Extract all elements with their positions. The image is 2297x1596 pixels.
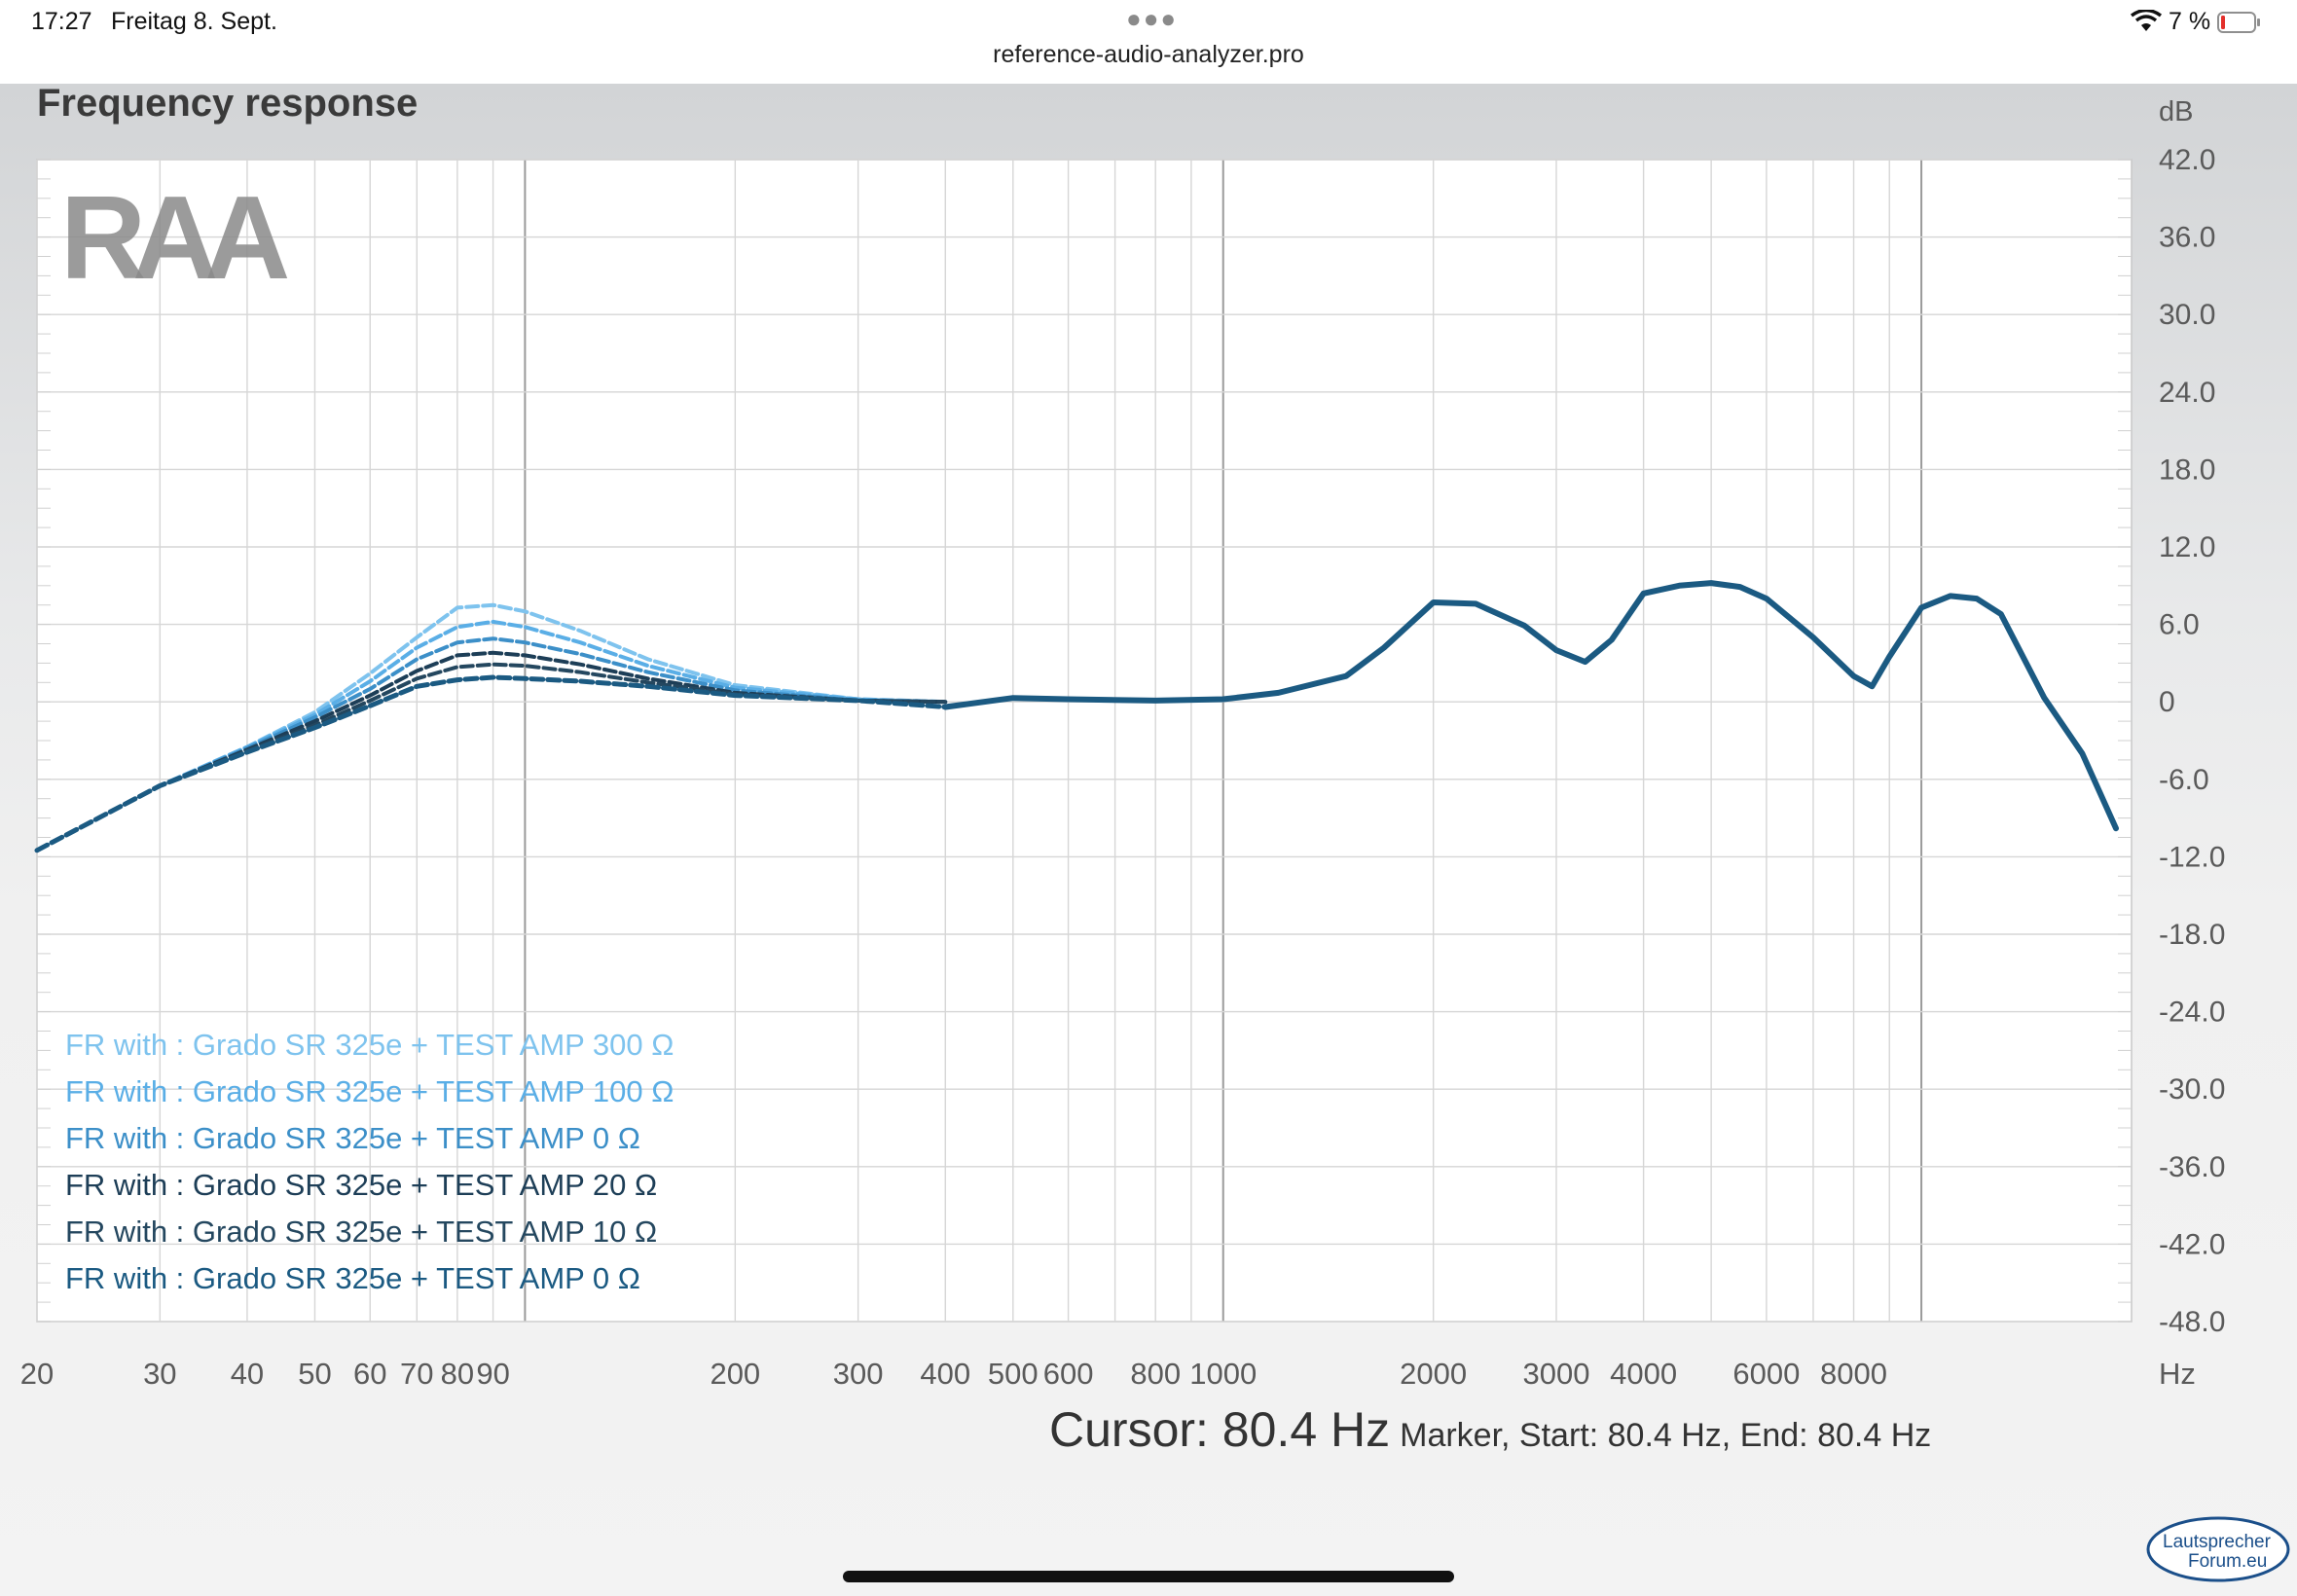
x-tick-label: 80	[441, 1357, 474, 1391]
x-tick-label: 8000	[1820, 1357, 1887, 1391]
y-tick-label: 30.0	[2159, 299, 2215, 331]
y-tick-label: -42.0	[2159, 1228, 2225, 1260]
legend-entry: FR with : Grado SR 325e + TEST AMP 20 Ω	[65, 1168, 657, 1202]
y-tick-label: -18.0	[2159, 919, 2225, 951]
cursor-readout: Cursor: 80.4 Hz Marker, Start: 80.4 Hz, E…	[1049, 1401, 1931, 1458]
ram-logo-text: RAA	[60, 171, 287, 304]
ram-logo: RAA	[60, 171, 301, 304]
x-tick-label: 60	[353, 1357, 386, 1391]
x-tick-label: 400	[920, 1357, 970, 1391]
x-tick-label: 90	[476, 1357, 509, 1391]
forum-logo: Lautsprecher Forum.eu	[2146, 1516, 2290, 1582]
status-date: Freitag 8. Sept.	[111, 8, 277, 35]
plot-area	[36, 159, 2133, 1323]
legend-entry: FR with : Grado SR 325e + TEST AMP 10 Ω	[65, 1215, 657, 1249]
chart-legend: FR with : Grado SR 325e + TEST AMP 300 Ω…	[65, 1028, 674, 1295]
x-tick-label: 800	[1130, 1357, 1181, 1391]
legend-entry: FR with : Grado SR 325e + TEST AMP 300 Ω	[65, 1028, 674, 1062]
y-tick-label: -36.0	[2159, 1151, 2225, 1183]
x-tick-label: 3000	[1522, 1357, 1589, 1391]
legend-entry: FR with : Grado SR 325e + TEST AMP 100 Ω	[65, 1074, 674, 1108]
y-tick-label: -48.0	[2159, 1306, 2225, 1338]
y-tick-label: 24.0	[2159, 377, 2215, 409]
wifi-icon	[2130, 10, 2163, 31]
x-tick-label: 20	[20, 1357, 54, 1391]
more-dots-icon[interactable]: ●●●	[1126, 4, 1179, 33]
cursor-frequency: Cursor: 80.4 Hz	[1049, 1402, 1391, 1457]
y-tick-label: 36.0	[2159, 222, 2215, 254]
x-tick-label: 40	[231, 1357, 264, 1391]
status-bar: 17:27 Freitag 8. Sept. ●●● reference-aud…	[0, 0, 2297, 85]
x-tick-label: 70	[400, 1357, 433, 1391]
battery-percentage: 7 %	[2169, 8, 2211, 35]
x-tick-label: 300	[833, 1357, 884, 1391]
y-tick-label: -6.0	[2159, 764, 2209, 796]
legend-entry: FR with : Grado SR 325e + TEST AMP 0 Ω	[65, 1121, 640, 1155]
home-indicator[interactable]	[843, 1571, 1454, 1582]
y-tick-label: -30.0	[2159, 1073, 2225, 1106]
x-tick-label: 500	[988, 1357, 1039, 1391]
series-line	[35, 650, 948, 852]
y-tick-label: -24.0	[2159, 997, 2225, 1029]
y-axis-unit: dB	[2159, 96, 2193, 127]
battery-low-icon	[2217, 12, 2260, 33]
y-tick-label: -12.0	[2159, 841, 2225, 873]
y-tick-label: 18.0	[2159, 453, 2215, 486]
axis-ticks: 20 30 40 50 60 70 80 90 200 300 400 500 600 800 1000 20…	[20, 144, 2226, 1391]
series-line-merged	[942, 580, 2119, 832]
y-tick-label: 6.0	[2159, 609, 2200, 641]
series-lines	[34, 580, 2119, 853]
x-tick-label: 50	[298, 1357, 331, 1391]
y-tick-label: 42.0	[2159, 144, 2215, 176]
x-tick-label: 6000	[1732, 1357, 1800, 1391]
forum-logo-line1: Lautsprecher	[2163, 1532, 2272, 1552]
x-tick-label: 1000	[1189, 1357, 1257, 1391]
chart-title: Frequency response	[37, 82, 419, 125]
series-line	[35, 619, 948, 852]
y-tick-label: 0	[2159, 686, 2175, 718]
x-axis-unit: Hz	[2159, 1357, 2196, 1391]
forum-logo-line2: Forum.eu	[2188, 1551, 2267, 1572]
x-tick-label: 30	[143, 1357, 176, 1391]
legend-entry: FR with : Grado SR 325e + TEST AMP 0 Ω	[65, 1261, 640, 1295]
x-tick-label: 4000	[1610, 1357, 1677, 1391]
x-tick-label: 600	[1043, 1357, 1094, 1391]
address-url[interactable]: reference-audio-analyzer.pro	[993, 41, 1304, 68]
y-tick-label: 12.0	[2159, 531, 2215, 563]
series-line	[35, 636, 948, 852]
grid-lines	[36, 159, 2132, 1323]
x-tick-label: 2000	[1400, 1357, 1467, 1391]
status-time: 17:27	[31, 8, 92, 35]
marker-range: Marker, Start: 80.4 Hz, End: 80.4 Hz	[1400, 1417, 1932, 1454]
x-tick-label: 200	[710, 1357, 760, 1391]
